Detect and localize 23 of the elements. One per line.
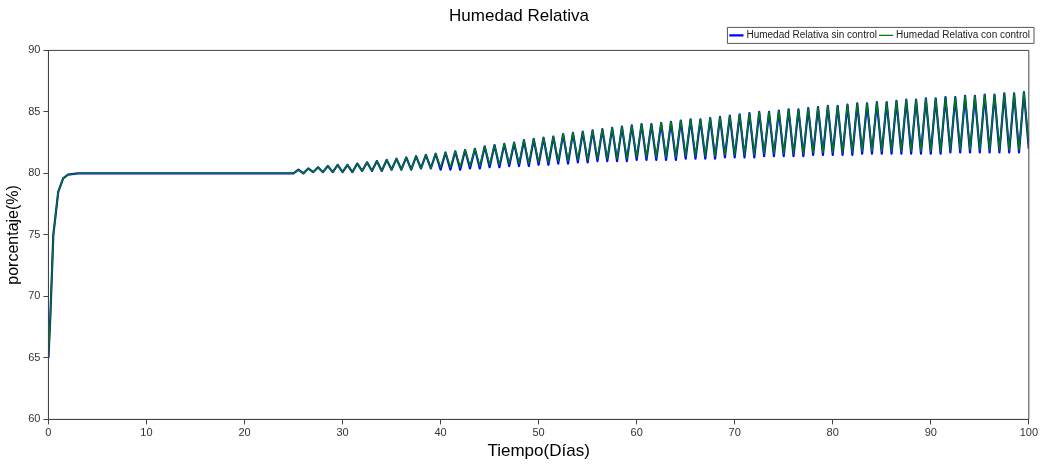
x-axis-title: Tiempo(Días): [487, 441, 590, 461]
x-tick-label: 90: [924, 426, 937, 439]
x-tick-label: 0: [45, 426, 52, 439]
y-tick-label: 90: [28, 43, 41, 56]
y-tick-label: 85: [28, 104, 41, 117]
y-axis-title: porcentaje(%): [4, 185, 22, 285]
x-tick-label: 20: [238, 426, 251, 439]
x-tick-label: 40: [434, 426, 447, 439]
x-tick-label: 80: [826, 426, 839, 439]
x-tick-label: 70: [728, 426, 741, 439]
x-tick-label: 10: [140, 426, 153, 439]
y-tick-label: 70: [28, 289, 41, 302]
y-tick-label: 75: [28, 227, 41, 240]
chart-title: Humedad Relativa: [449, 5, 590, 25]
y-tick-label: 80: [28, 166, 41, 179]
legend-label: Humedad Relativa con control: [896, 29, 1031, 41]
y-tick-label: 60: [28, 412, 41, 425]
x-tick-label: 30: [336, 426, 349, 439]
y-tick-label: 65: [28, 350, 41, 363]
x-tick-label: 60: [630, 426, 643, 439]
legend-label: Humedad Relativa sin control: [746, 29, 878, 41]
x-tick-label: 50: [532, 426, 545, 439]
x-tick-label: 100: [1019, 426, 1038, 439]
